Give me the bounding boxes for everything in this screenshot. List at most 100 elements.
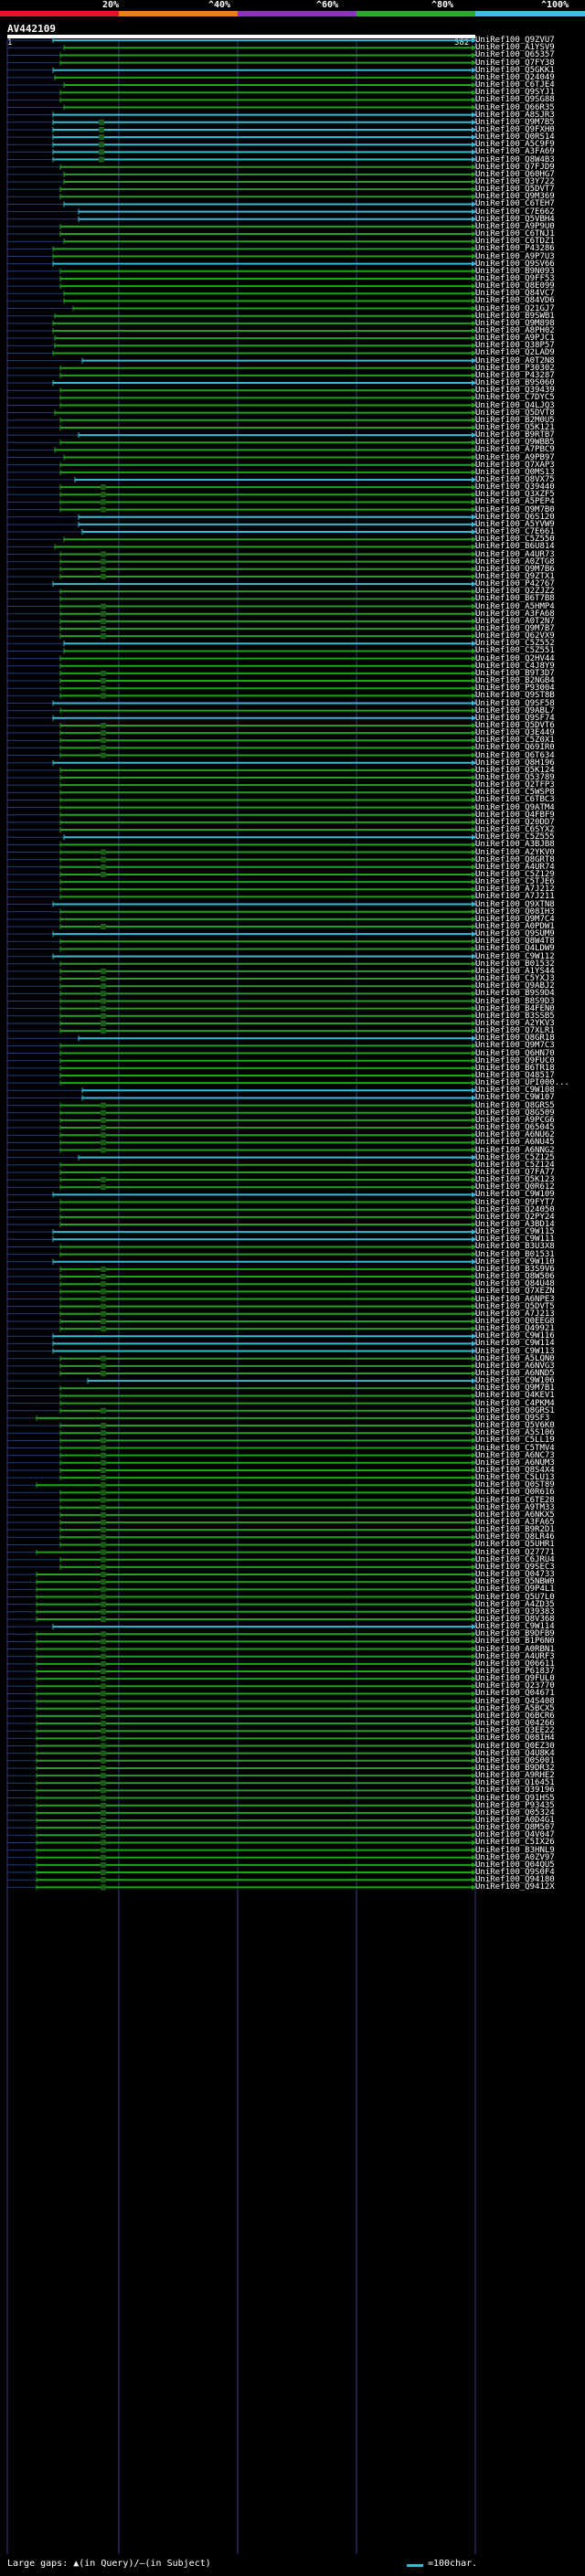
hit-label[interactable]: UniRef100_C6TJE4 <box>475 80 555 90</box>
hit-label[interactable]: UniRef100_A5C9F9 <box>475 140 555 150</box>
hit-label[interactable]: UniRef100_C9W114 <box>475 1339 555 1349</box>
hit-label[interactable]: UniRef100_Q5K121 <box>475 422 555 432</box>
hit-label[interactable]: UniRef100_C5LU13 <box>475 1473 555 1483</box>
hit-label[interactable]: UniRef100_Q9XTN8 <box>475 899 555 909</box>
hit-label[interactable]: UniRef100_B2NGB4 <box>475 676 555 686</box>
hit-label[interactable]: UniRef100_C5WSP8 <box>475 788 555 798</box>
hit-label[interactable]: UniRef100_Q23770 <box>475 1681 555 1691</box>
hit-label[interactable]: UniRef100_B9S9D4 <box>475 989 555 999</box>
hit-label[interactable]: UniRef100_B01532 <box>475 959 555 969</box>
hit-label[interactable]: UniRef100_A6NC73 <box>475 1450 555 1460</box>
hit-label[interactable]: UniRef100_Q91HS5 <box>475 1793 555 1803</box>
hit-label[interactable]: UniRef100_C9W107 <box>475 1093 555 1103</box>
hit-label[interactable]: UniRef100_Q3XZF5 <box>475 490 555 500</box>
hit-label[interactable]: UniRef100_C7DYC5 <box>475 393 555 403</box>
hit-label[interactable]: UniRef100_C5YXJ3 <box>475 974 555 984</box>
hit-label[interactable]: UniRef100_Q9412X <box>475 1882 555 1892</box>
hit-label[interactable]: UniRef100_Q8GR18 <box>475 1034 555 1044</box>
hit-label[interactable]: UniRef100_A9RHE2 <box>475 1771 555 1781</box>
hit-label[interactable]: UniRef100_A4URF3 <box>475 1651 555 1661</box>
hit-label[interactable]: UniRef100_Q27771 <box>475 1547 555 1557</box>
hit-label[interactable]: UniRef100_Q9M369 <box>475 192 555 202</box>
hit-label[interactable]: UniRef100_B9R2D1 <box>475 1525 555 1535</box>
hit-label[interactable]: UniRef100_Q4U8K4 <box>475 1748 555 1758</box>
hit-label[interactable]: UniRef100_C6JRU4 <box>475 1554 555 1564</box>
hit-label[interactable]: UniRef100_C5Z550 <box>475 535 555 545</box>
hit-label[interactable]: UniRef100_C4PKM4 <box>475 1398 555 1408</box>
hit-label[interactable]: UniRef100_Q6S120 <box>475 512 555 522</box>
hit-label[interactable]: UniRef100_B01531 <box>475 1249 555 1259</box>
hit-label[interactable]: UniRef100_Q9FUL0 <box>475 1674 555 1684</box>
hit-label[interactable]: UniRef100_A3FA68 <box>475 609 555 619</box>
hit-label[interactable]: UniRef100_Q9M7B0 <box>475 504 555 514</box>
hit-label[interactable]: UniRef100_Q5U7L0 <box>475 1592 555 1602</box>
hit-label[interactable]: UniRef100_Q2ZJZ2 <box>475 587 555 597</box>
hit-label[interactable]: UniRef100_Q7XEZN <box>475 1287 555 1297</box>
hit-label[interactable]: UniRef100_Q94180 <box>475 1875 555 1885</box>
hit-label[interactable]: UniRef100_A6NUM3 <box>475 1458 555 1468</box>
hit-label[interactable]: UniRef100_A0ZTG8 <box>475 557 555 567</box>
hit-label[interactable]: UniRef100_A2YKV0 <box>475 847 555 857</box>
hit-label[interactable]: UniRef100_C5Z552 <box>475 639 555 649</box>
hit-label[interactable]: UniRef100_P93435 <box>475 1800 555 1810</box>
hit-label[interactable]: UniRef100_Q8GRT8 <box>475 854 555 864</box>
hit-label[interactable]: UniRef100_Q65357 <box>475 50 555 60</box>
hit-label[interactable]: UniRef100_Q04671 <box>475 1689 555 1699</box>
hit-label[interactable]: UniRef100_Q3Y722 <box>475 177 555 186</box>
hit-label[interactable]: UniRef100_Q49921 <box>475 1324 555 1334</box>
hit-label[interactable]: UniRef100_B9RTB7 <box>475 430 555 440</box>
hit-label[interactable]: UniRef100_Q24050 <box>475 1204 555 1214</box>
hit-label[interactable]: UniRef100_Q9ST8B <box>475 691 555 701</box>
hit-label[interactable]: UniRef100_Q39383 <box>475 1606 555 1617</box>
hit-label[interactable]: UniRef100_Q9M898 <box>475 318 555 328</box>
hit-label[interactable]: UniRef100_C9W115 <box>475 1227 555 1237</box>
hit-label[interactable]: UniRef100_Q0EEG8 <box>475 1316 555 1326</box>
hit-label[interactable]: UniRef100_Q9FUC0 <box>475 1055 555 1065</box>
hit-label[interactable]: UniRef100_Q04266 <box>475 1719 555 1729</box>
hit-label[interactable]: UniRef100_Q8W4T8 <box>475 937 555 947</box>
hit-label[interactable]: UniRef100_P61837 <box>475 1667 555 1676</box>
hit-label[interactable]: UniRef100_Q9M7B7 <box>475 624 555 633</box>
hit-label[interactable]: UniRef100_Q9ATM4 <box>475 802 555 812</box>
hit-label[interactable]: UniRef100_Q9ABJ2 <box>475 981 555 991</box>
hit-label[interactable]: UniRef100_C5Z551 <box>475 646 555 656</box>
hit-label[interactable]: UniRef100_B9DR32 <box>475 1763 555 1773</box>
hit-label[interactable]: UniRef100_C5TMV4 <box>475 1443 555 1453</box>
hit-label[interactable]: UniRef100_Q8W4B3 <box>475 154 555 164</box>
hit-label[interactable]: UniRef100_Q9M7C4 <box>475 914 555 924</box>
hit-label[interactable]: UniRef100_A6NKX5 <box>475 1510 555 1520</box>
hit-label[interactable]: UniRef100_A7J213 <box>475 1309 555 1319</box>
hit-label[interactable]: UniRef100_Q2TFP3 <box>475 780 555 790</box>
hit-label[interactable]: UniRef100_Q7FJD9 <box>475 162 555 172</box>
hit-label[interactable]: UniRef100_Q4LJQ3 <box>475 400 555 410</box>
hit-label[interactable]: UniRef100_Q84U48 <box>475 1279 555 1289</box>
hit-label[interactable]: UniRef100_Q9ZVU7 <box>475 36 555 46</box>
hit-label[interactable]: UniRef100_A9PB97 <box>475 452 555 462</box>
hit-label[interactable]: UniRef100_A0PDW1 <box>475 922 555 931</box>
hit-label[interactable]: UniRef100_Q0EZ30 <box>475 1741 555 1751</box>
hit-label[interactable]: UniRef100_Q6T634 <box>475 750 555 760</box>
hit-label[interactable]: UniRef100_Q5K124 <box>475 765 555 775</box>
hit-label[interactable]: UniRef100_B9T3D7 <box>475 668 555 678</box>
hit-label[interactable]: UniRef100_Q4KEV1 <box>475 1391 555 1401</box>
hit-label[interactable]: UniRef100_Q9M7B6 <box>475 564 555 574</box>
hit-label[interactable]: UniRef100_A5BCX5 <box>475 1703 555 1713</box>
hit-label[interactable]: UniRef100_A5LQN0 <box>475 1353 555 1363</box>
hit-label[interactable]: UniRef100_Q08IH4 <box>475 1733 555 1744</box>
hit-label[interactable]: UniRef100_Q8W506 <box>475 1272 555 1282</box>
hit-label[interactable]: UniRef100_Q6BCR6 <box>475 1711 555 1721</box>
hit-label[interactable]: UniRef100_C9W111 <box>475 1235 555 1245</box>
hit-label[interactable]: UniRef100_A7PBC9 <box>475 445 555 455</box>
hit-label[interactable]: UniRef100_B9DFB9 <box>475 1629 555 1639</box>
hit-label[interactable]: UniRef100_Q8V368 <box>475 1614 555 1624</box>
hit-label[interactable]: UniRef100_A3BD14 <box>475 1220 555 1229</box>
hit-label[interactable]: UniRef100_C4J8Y9 <box>475 661 555 671</box>
hit-label[interactable]: UniRef100_Q9ABL7 <box>475 705 555 716</box>
hit-label[interactable]: UniRef100_C9W108 <box>475 1086 555 1096</box>
hit-label[interactable]: UniRef100_Q5V6K0 <box>475 1421 555 1431</box>
hit-label[interactable]: UniRef100_Q04733 <box>475 1570 555 1580</box>
hit-label[interactable]: UniRef100_Q4S408 <box>475 1696 555 1706</box>
hit-label[interactable]: UniRef100_A9P9U0 <box>475 221 555 231</box>
hit-label[interactable]: UniRef100_P42767 <box>475 579 555 589</box>
hit-label[interactable]: UniRef100_B6U814 <box>475 542 555 552</box>
